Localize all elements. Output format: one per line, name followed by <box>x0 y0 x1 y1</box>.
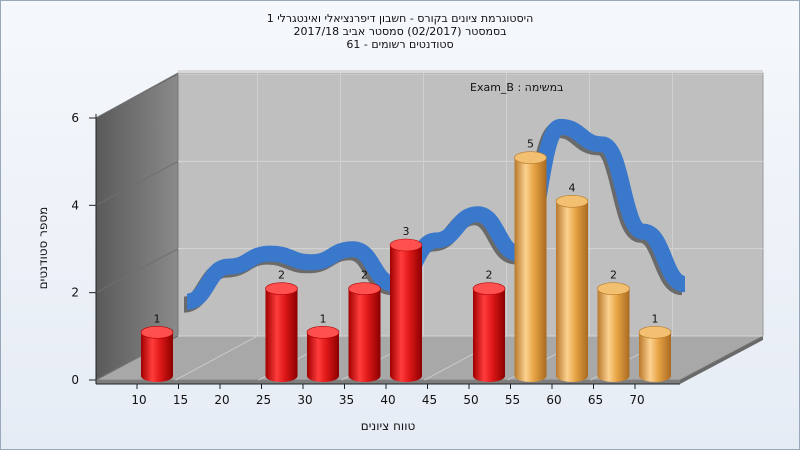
bar-40: 3 <box>389 225 423 382</box>
x-tick-label-40: 40 <box>380 393 395 407</box>
bar-label-55: 5 <box>527 138 534 151</box>
x-tick-label-70: 70 <box>629 393 644 407</box>
bar-label-10: 1 <box>154 312 161 325</box>
bar-body-25 <box>265 288 298 382</box>
x-tick-label-20: 20 <box>214 393 229 407</box>
x-axis-label: טווח ציונים <box>361 419 416 433</box>
y-tick-label-2: 2 <box>71 286 79 300</box>
bar-35: 2 <box>348 269 381 382</box>
x-tick-label-65: 65 <box>588 393 603 407</box>
x-grid-floor-1 <box>175 335 258 381</box>
bar-top-65 <box>597 282 630 295</box>
bar-label-30: 1 <box>320 312 327 325</box>
chart-subtitle: במשימה : Exam_B <box>470 81 563 94</box>
bar-top-60 <box>555 195 589 208</box>
x-tick-label-50: 50 <box>463 393 478 407</box>
y-tick-label-6: 6 <box>71 111 79 125</box>
chart-title-line-3: סטודנטים רשומים - 61 <box>346 38 454 51</box>
x-tick-label-60: 60 <box>546 393 561 407</box>
smooth-curve <box>182 118 687 313</box>
bar-25: 2 <box>265 269 298 382</box>
x-tick-label-35: 35 <box>339 393 354 407</box>
x-tick-label-15: 15 <box>173 393 188 407</box>
chart-title-line-2: בסמסטר (02/2017) סמסטר אביב 2017/18 <box>293 25 507 38</box>
bar-top-25 <box>265 282 298 295</box>
wall-top-rim <box>178 70 763 73</box>
curve-ribbon <box>185 118 687 310</box>
bar-10: 1 <box>140 312 174 382</box>
bar-top-55 <box>514 151 547 164</box>
x-tick-label-45: 45 <box>422 393 437 407</box>
x-tick-label-30: 30 <box>297 393 312 407</box>
bar-body-60 <box>556 201 588 382</box>
bar-30: 1 <box>306 312 340 382</box>
y-tick-label-0: 0 <box>71 373 79 387</box>
y-axis-label: מספר סטודנטים <box>36 207 50 290</box>
bar-label-60: 4 <box>569 181 576 194</box>
bar-label-70: 1 <box>652 312 659 325</box>
bar-body-35 <box>348 288 381 382</box>
bar-55: 5 <box>514 138 547 382</box>
x-tick-label-55: 55 <box>505 393 520 407</box>
bar-body-40 <box>390 245 422 382</box>
bars: 1 2 1 2 3 2 5 4 2 1 <box>140 138 672 382</box>
bar-label-40: 3 <box>403 225 410 238</box>
bar-top-10 <box>140 326 174 339</box>
bar-top-35 <box>348 282 381 295</box>
bar-label-50: 2 <box>486 269 493 282</box>
bar-50: 2 <box>472 269 506 382</box>
bar-label-25: 2 <box>278 269 285 282</box>
x-tick-label-10: 10 <box>131 393 146 407</box>
y-tick-label-4: 4 <box>71 198 79 212</box>
bar-top-30 <box>306 326 340 339</box>
bar-body-55 <box>514 157 547 382</box>
bar-70: 1 <box>638 312 672 382</box>
bar-label-65: 2 <box>610 269 617 282</box>
bar-body-65 <box>597 288 630 382</box>
front-edge <box>96 380 680 384</box>
bar-body-50 <box>473 288 505 382</box>
bar-top-70 <box>638 326 672 339</box>
right-edge <box>680 336 763 384</box>
bar-body-70 <box>639 332 671 382</box>
bar-body-10 <box>141 332 173 382</box>
y-grid-left-2 <box>95 160 179 206</box>
chart-title-line-1: היסטוגרמת ציונים בקורס - חשבון דיפרנציאל… <box>266 12 534 25</box>
x-tick-label-25: 25 <box>256 393 271 407</box>
y-grid-left-3 <box>95 73 179 119</box>
bar-label-35: 2 <box>361 269 368 282</box>
bar-top-40 <box>389 238 423 252</box>
bar-65: 2 <box>597 269 630 382</box>
bar-top-50 <box>472 282 506 295</box>
bar-body-30 <box>307 332 339 382</box>
bar-60: 4 <box>555 181 589 382</box>
y-grid-left-1 <box>95 248 179 294</box>
